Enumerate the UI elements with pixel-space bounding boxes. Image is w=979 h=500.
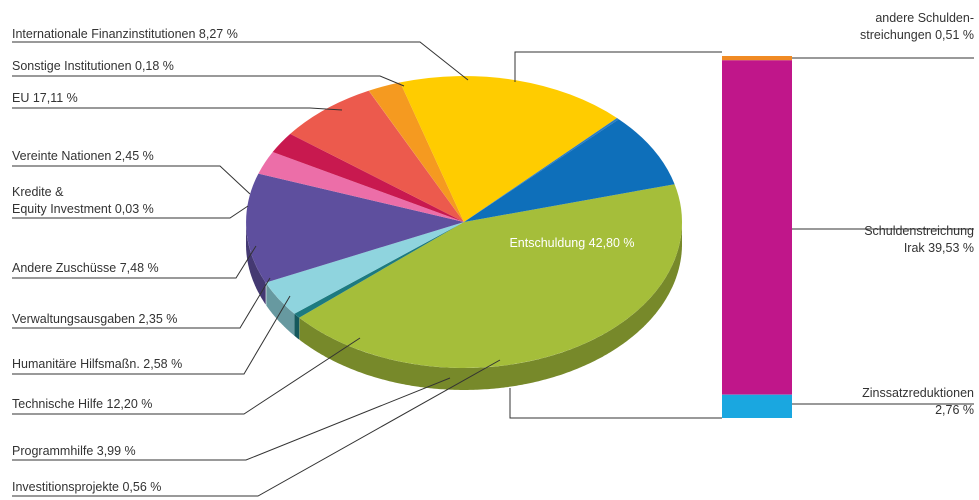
slice-label-technische-hilfe-12-20: Technische Hilfe 12,20 %	[12, 397, 152, 411]
pie-slice-programmhilfe-3-99	[265, 222, 464, 314]
leader-sonstige-institutionen-0-18	[12, 75, 405, 87]
leader-technische-hilfe-12-20	[12, 337, 361, 415]
breakdown-bar	[722, 56, 792, 418]
slice-label-kredite-equity-investment-0-03: Kredite & Equity Investment 0,03 %	[12, 185, 154, 216]
slice-label-programmhilfe-3-99: Programmhilfe 3,99 %	[12, 444, 136, 458]
leader-andere-zusch-sse-7-48	[12, 245, 257, 279]
pie-slice-eu-17-11	[400, 76, 617, 222]
pie-slice-andere-zusch-sse-7-48	[290, 90, 464, 222]
breakdown-connector-bottom	[509, 388, 722, 419]
breakdown-label-schuldenstreichung-irak-39-53: Schuldenstreichung Irak 39,53 %	[864, 224, 974, 255]
bar-segment-andere-schulden-streichungen-0-51	[722, 56, 792, 61]
pie-slice-technische-hilfe-12-20	[246, 173, 464, 283]
pie-slice-verwaltungsausgaben-2-35	[272, 133, 464, 222]
leader-internationale-finanzinstitutionen-8-27	[12, 41, 469, 81]
leader-verwaltungsausgaben-2-35	[12, 277, 271, 329]
leader-investitionsprojekte-0-56	[12, 359, 501, 497]
leader-vereinte-nationen-2-45	[12, 165, 251, 195]
pie-3d-sides	[246, 222, 682, 390]
leader-eu-17-11	[12, 107, 343, 111]
leader-kredite-equity-investment-0-03	[12, 205, 249, 219]
breakdown-connector-top	[514, 51, 722, 82]
pie-slice-vereinte-nationen-2-45	[369, 82, 464, 223]
slice-labels: andere Schulden-streichungen 0,51 % Schul…	[12, 11, 974, 494]
leader-lines	[12, 41, 974, 497]
slice-label-investitionsprojekte-0-56: Investitionsprojekte 0,56 %	[12, 480, 161, 494]
slice-label-entschuldung-inside: Entschuldung 42,80 %	[509, 236, 634, 250]
pie-side-investitionsprojekte-0-56	[294, 313, 300, 340]
leader-humanit-re-hilfsma-n-2-58	[12, 295, 291, 375]
breakdown-label-andere-schulden-streichungen-0-51: andere Schulden-streichungen 0,51 %	[860, 11, 974, 42]
leader-programmhilfe-3-99	[12, 377, 451, 461]
slice-label-humanit-re-hilfsma-n-2-58: Humanitäre Hilfsmaßn. 2,58 %	[12, 357, 182, 371]
slice-label-eu-17-11: EU 17,11 %	[12, 91, 78, 105]
slice-label-verwaltungsausgaben-2-35: Verwaltungsausgaben 2,35 %	[12, 312, 177, 326]
slice-label-vereinte-nationen-2-45: Vereinte Nationen 2,45 %	[12, 149, 154, 163]
pie-slice-sonstige-institutionen-0-18	[464, 118, 619, 222]
bar-segment-schuldenstreichung-irak-39-53	[722, 60, 792, 395]
slice-label-andere-zusch-sse-7-48: Andere Zuschüsse 7,48 %	[12, 261, 159, 275]
pie-side-entschuldung-42-80	[299, 222, 682, 390]
slice-label-sonstige-institutionen-0-18: Sonstige Institutionen 0,18 %	[12, 59, 174, 73]
breakdown-label-zinssatzreduktionen-2-76: Zinssatzreduktionen 2,76 %	[862, 386, 974, 417]
bar-segment-zinssatzreduktionen-2-76	[722, 394, 792, 418]
pie-side-technische-hilfe-12-20	[246, 222, 266, 305]
pie-slices	[246, 76, 683, 368]
pie-side-programmhilfe-3-99	[266, 283, 295, 336]
pie-slice-investitionsprojekte-0-56	[294, 222, 464, 318]
slice-label-internationale-finanzinstitutionen-8-27: Internationale Finanzinstitutionen 8,27 …	[12, 27, 238, 41]
pie-slice-entschuldung-42-80	[299, 184, 683, 368]
pie-slice-humanit-re-hilfsma-n-2-58	[258, 152, 464, 222]
pie-slice-kredite-equity-investment-0-03	[368, 90, 464, 222]
pie-slice-internationale-finanzinstitutionen-8-27	[464, 119, 675, 222]
